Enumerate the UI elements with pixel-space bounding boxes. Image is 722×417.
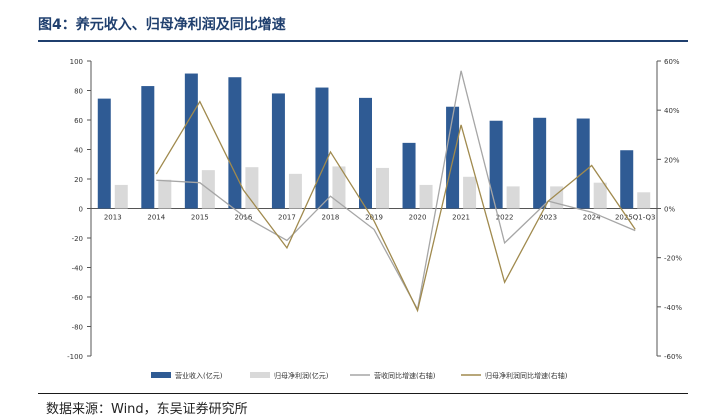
legend-profit-growth-label: 归母净利润同比增速(右轴) bbox=[485, 371, 568, 380]
revenue-bar bbox=[228, 77, 242, 209]
x-tick-label: 2019 bbox=[365, 214, 383, 222]
revenue-bar bbox=[184, 73, 198, 209]
x-tick-label: 2023 bbox=[539, 214, 557, 222]
revenue-bar bbox=[446, 106, 460, 209]
x-tick-label: 2024 bbox=[583, 214, 601, 222]
left-tick-label: 100 bbox=[70, 58, 83, 66]
profit-bar bbox=[419, 184, 433, 209]
title-divider bbox=[38, 40, 688, 42]
profit-bar bbox=[245, 167, 259, 209]
right-tick-label: 0% bbox=[664, 206, 675, 214]
x-tick-label: 2013 bbox=[104, 214, 122, 222]
left-tick-label: -60 bbox=[72, 294, 83, 302]
revenue-bar bbox=[141, 86, 155, 209]
revenue-growth-line bbox=[156, 70, 636, 312]
x-tick-label: 2014 bbox=[147, 214, 165, 222]
profit-bar bbox=[332, 166, 346, 209]
profit-bar bbox=[376, 167, 389, 209]
x-tick-label: 2017 bbox=[278, 214, 296, 222]
x-tick-label: 2018 bbox=[322, 214, 340, 222]
left-tick-label: 20 bbox=[74, 176, 83, 184]
left-tick-label: -80 bbox=[72, 324, 83, 332]
x-tick-label: 2015 bbox=[191, 214, 209, 222]
revenue-bar bbox=[489, 120, 503, 209]
profit-bar bbox=[593, 182, 607, 209]
left-tick-label: -100 bbox=[67, 353, 83, 361]
revenue-bar bbox=[315, 87, 329, 209]
revenue-bar bbox=[402, 142, 416, 209]
left-tick-label: 80 bbox=[74, 88, 83, 96]
data-source: 数据来源：Wind，东吴证券研究所 bbox=[46, 402, 248, 417]
right-tick-label: 60% bbox=[664, 58, 680, 66]
left-tick-label: 0 bbox=[79, 206, 83, 214]
legend-profit-label: 归母净利润(亿元) bbox=[274, 371, 329, 380]
revenue-bar bbox=[620, 150, 634, 209]
x-tick-label: 2022 bbox=[496, 214, 514, 222]
revenue-bar bbox=[97, 98, 111, 209]
x-tick-label: 2016 bbox=[234, 214, 252, 222]
x-tick-label: 2020 bbox=[409, 214, 427, 222]
right-tick-label: -20% bbox=[664, 255, 682, 263]
bottom-divider bbox=[38, 393, 688, 394]
profit-bar bbox=[288, 173, 302, 209]
left-tick-label: -20 bbox=[72, 235, 83, 243]
profit-bar bbox=[114, 184, 128, 209]
right-tick-label: -60% bbox=[664, 353, 682, 361]
revenue-bar bbox=[533, 117, 547, 209]
profit-bar bbox=[463, 176, 477, 209]
profit-growth-line bbox=[155, 100, 636, 313]
profit-bar bbox=[506, 186, 520, 209]
x-tick-label: 2025Q1-Q3 bbox=[615, 214, 656, 222]
left-tick-label: 60 bbox=[74, 117, 83, 125]
revenue-bar bbox=[576, 118, 590, 209]
left-tick-label: -40 bbox=[72, 265, 83, 273]
legend-revenue-growth-label: 营收同比增速(右轴) bbox=[374, 371, 436, 380]
right-tick-label: 40% bbox=[664, 107, 680, 115]
figure-title: 图4：养元收入、归母净利润及同比增速 bbox=[38, 17, 286, 33]
profit-bar bbox=[158, 179, 172, 209]
right-tick-label: -40% bbox=[664, 304, 682, 312]
revenue-bar bbox=[359, 97, 372, 209]
right-tick-label: 20% bbox=[664, 156, 680, 164]
legend-revenue-swatch bbox=[151, 372, 171, 378]
legend-revenue-label: 营业收入(亿元) bbox=[175, 371, 223, 380]
left-tick-label: 40 bbox=[74, 147, 83, 155]
revenue-bar bbox=[271, 93, 285, 209]
profit-bar bbox=[637, 192, 651, 209]
legend-profit-swatch bbox=[250, 372, 270, 378]
x-tick-label: 2021 bbox=[452, 214, 470, 222]
